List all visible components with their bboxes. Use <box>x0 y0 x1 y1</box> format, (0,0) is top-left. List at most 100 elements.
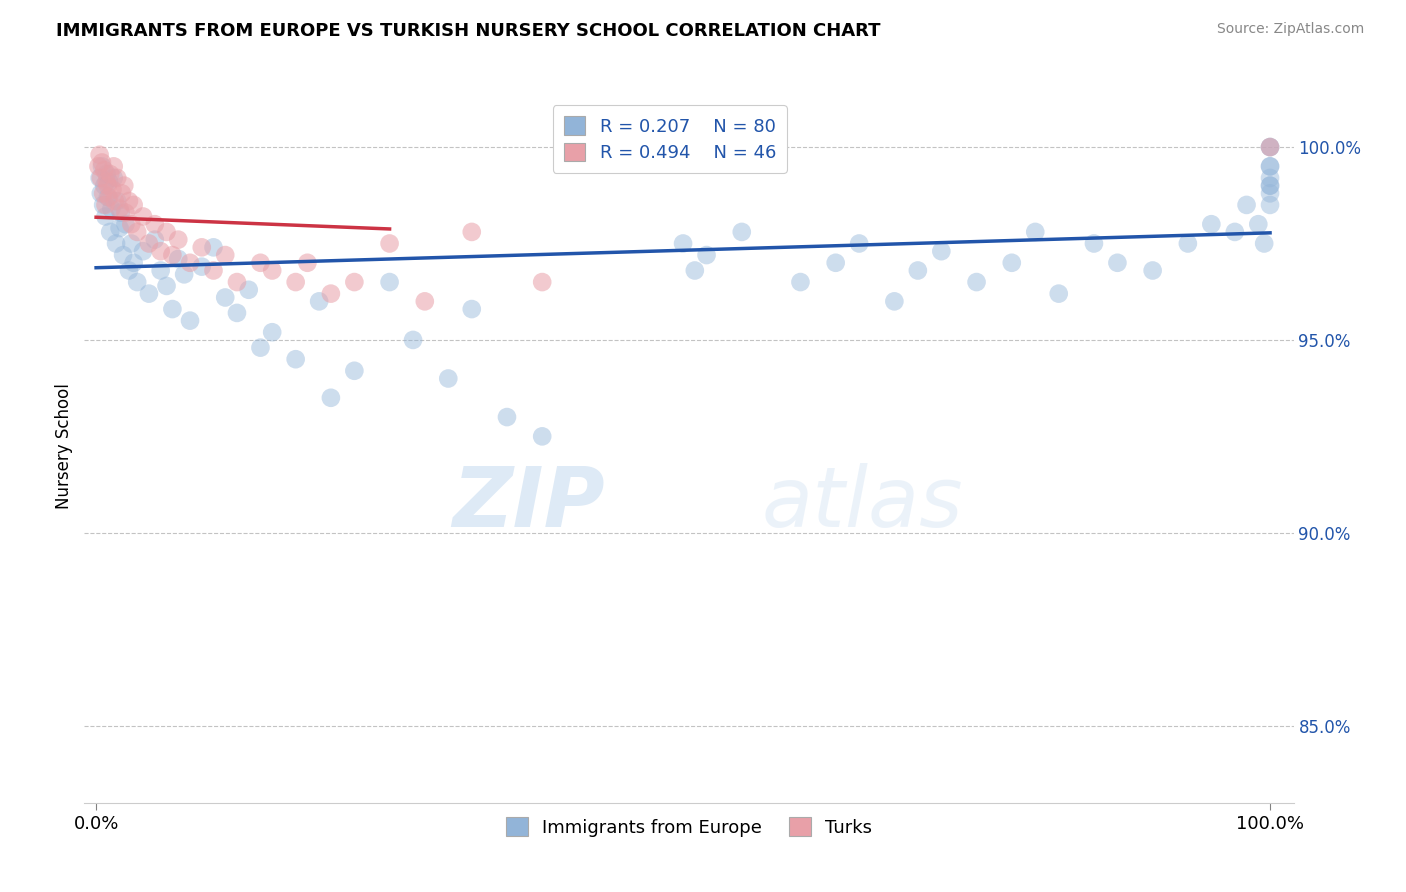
Point <box>94 198 117 212</box>
Point <box>1258 198 1281 212</box>
Point <box>91 159 114 173</box>
Point <box>100 202 122 216</box>
Point <box>110 205 132 219</box>
Point <box>93 178 115 193</box>
Point <box>98 225 121 239</box>
Point <box>1258 140 1281 154</box>
Point <box>97 190 120 204</box>
Point <box>179 313 201 327</box>
Point <box>202 240 225 254</box>
Point <box>1253 236 1275 251</box>
Point <box>966 275 988 289</box>
Point <box>202 263 225 277</box>
Point <box>91 198 114 212</box>
Point <box>138 236 160 251</box>
Point <box>98 190 121 204</box>
Point <box>179 256 201 270</box>
Point <box>249 256 271 270</box>
Point <box>319 286 342 301</box>
Point <box>262 325 284 339</box>
Point <box>97 178 120 193</box>
Point <box>149 263 172 277</box>
Point <box>226 275 249 289</box>
Point <box>114 217 136 231</box>
Text: atlas: atlas <box>762 463 963 543</box>
Point <box>173 268 195 282</box>
Point <box>155 279 177 293</box>
Point <box>1024 225 1046 239</box>
Point <box>1258 178 1281 193</box>
Point <box>931 244 953 259</box>
Point <box>531 275 554 289</box>
Point <box>103 159 125 173</box>
Point <box>1107 256 1129 270</box>
Point <box>122 198 145 212</box>
Point <box>118 263 141 277</box>
Point <box>120 217 142 231</box>
Point <box>1177 236 1199 251</box>
Point <box>1258 178 1281 193</box>
Point <box>461 225 484 239</box>
Text: ZIP: ZIP <box>451 463 605 543</box>
Point <box>104 194 127 208</box>
Point <box>413 294 436 309</box>
Point <box>108 202 131 216</box>
Text: IMMIGRANTS FROM EUROPE VS TURKISH NURSERY SCHOOL CORRELATION CHART: IMMIGRANTS FROM EUROPE VS TURKISH NURSER… <box>56 22 880 40</box>
Point <box>162 248 184 262</box>
Point <box>90 170 112 185</box>
Point <box>103 170 125 185</box>
Point <box>496 410 519 425</box>
Point <box>262 263 284 277</box>
Point <box>112 178 135 193</box>
Point <box>138 286 160 301</box>
Text: Source: ZipAtlas.com: Source: ZipAtlas.com <box>1216 22 1364 37</box>
Point <box>96 175 118 189</box>
Point <box>297 256 319 270</box>
Point <box>190 260 212 274</box>
Point <box>1223 225 1246 239</box>
Point <box>731 225 754 239</box>
Point <box>437 371 460 385</box>
Point <box>1001 256 1024 270</box>
Point <box>105 170 128 185</box>
Point <box>883 294 905 309</box>
Point <box>249 341 271 355</box>
Point <box>114 205 136 219</box>
Point <box>89 148 111 162</box>
Point <box>149 244 172 259</box>
Point <box>214 291 236 305</box>
Point <box>132 210 155 224</box>
Point <box>94 210 117 224</box>
Point <box>91 186 114 201</box>
Point <box>1047 286 1070 301</box>
Point <box>118 194 141 208</box>
Point <box>343 275 366 289</box>
Point <box>89 170 111 185</box>
Point <box>132 244 155 259</box>
Point <box>98 167 121 181</box>
Point <box>91 155 114 169</box>
Point <box>108 221 131 235</box>
Point <box>284 352 307 367</box>
Point <box>101 182 124 196</box>
Point <box>907 263 929 277</box>
Point <box>531 429 554 443</box>
Point <box>1258 140 1281 154</box>
Point <box>1258 186 1281 201</box>
Point <box>343 364 366 378</box>
Point <box>1236 198 1258 212</box>
Point <box>105 194 128 208</box>
Point <box>87 159 110 173</box>
Point <box>96 167 118 181</box>
Point <box>1142 263 1164 277</box>
Point <box>319 391 342 405</box>
Point <box>789 275 811 289</box>
Point <box>284 275 307 289</box>
Point <box>127 275 149 289</box>
Point <box>98 175 121 189</box>
Point <box>683 263 706 277</box>
Point <box>1247 217 1270 231</box>
Point <box>127 225 149 239</box>
Point <box>93 163 115 178</box>
Point <box>143 233 166 247</box>
